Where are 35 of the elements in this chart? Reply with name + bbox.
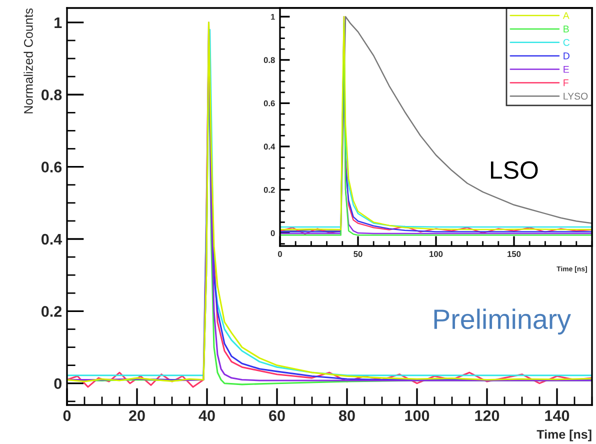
- y-tick-label: 1: [54, 17, 62, 28]
- x-tick-label: 50: [354, 251, 362, 257]
- x-tick-label: 150: [508, 251, 521, 257]
- x-tick-label: 0: [278, 251, 282, 257]
- x-tick-label: 20: [129, 410, 145, 422]
- y-tick-label: 0.8: [42, 89, 62, 100]
- annotation: Preliminary: [434, 308, 571, 335]
- y-tick-label: 0: [54, 378, 62, 390]
- text: C: [563, 39, 570, 46]
- x-tick-label: 140: [545, 410, 570, 422]
- x-tick-label: 60: [269, 410, 285, 422]
- x-tick-label: 80: [338, 410, 355, 422]
- text: LYSO: [564, 92, 588, 100]
- y-tick-label: 0.2: [42, 306, 62, 317]
- text: A: [562, 12, 570, 19]
- y-tick-label: 0.4: [264, 144, 276, 150]
- y-tick-label: 0.8: [264, 57, 275, 64]
- y-tick-label: 0.2: [264, 186, 275, 193]
- x-tick-label: 120: [475, 410, 500, 422]
- x-tick-label: 0: [63, 410, 71, 422]
- y-axis-title: Normalized Counts: [24, 8, 33, 114]
- text: E: [564, 66, 569, 73]
- x-tick-label: 100: [405, 410, 430, 422]
- x-tick-label: 40: [198, 410, 215, 422]
- x-tick-label: 100: [430, 251, 443, 257]
- y-tick-label: 0.4: [42, 234, 62, 245]
- text: F: [564, 79, 568, 86]
- y-tick-label: 0.6: [42, 162, 62, 172]
- text: B: [564, 26, 569, 32]
- y-tick-label: 1: [271, 14, 275, 20]
- text: D: [564, 52, 570, 60]
- y-tick-label: 0: [270, 230, 275, 236]
- y-tick-label: 0.6: [264, 100, 275, 106]
- x-axis-title: Time [ns]: [536, 430, 592, 442]
- annotation: LSO: [490, 161, 538, 179]
